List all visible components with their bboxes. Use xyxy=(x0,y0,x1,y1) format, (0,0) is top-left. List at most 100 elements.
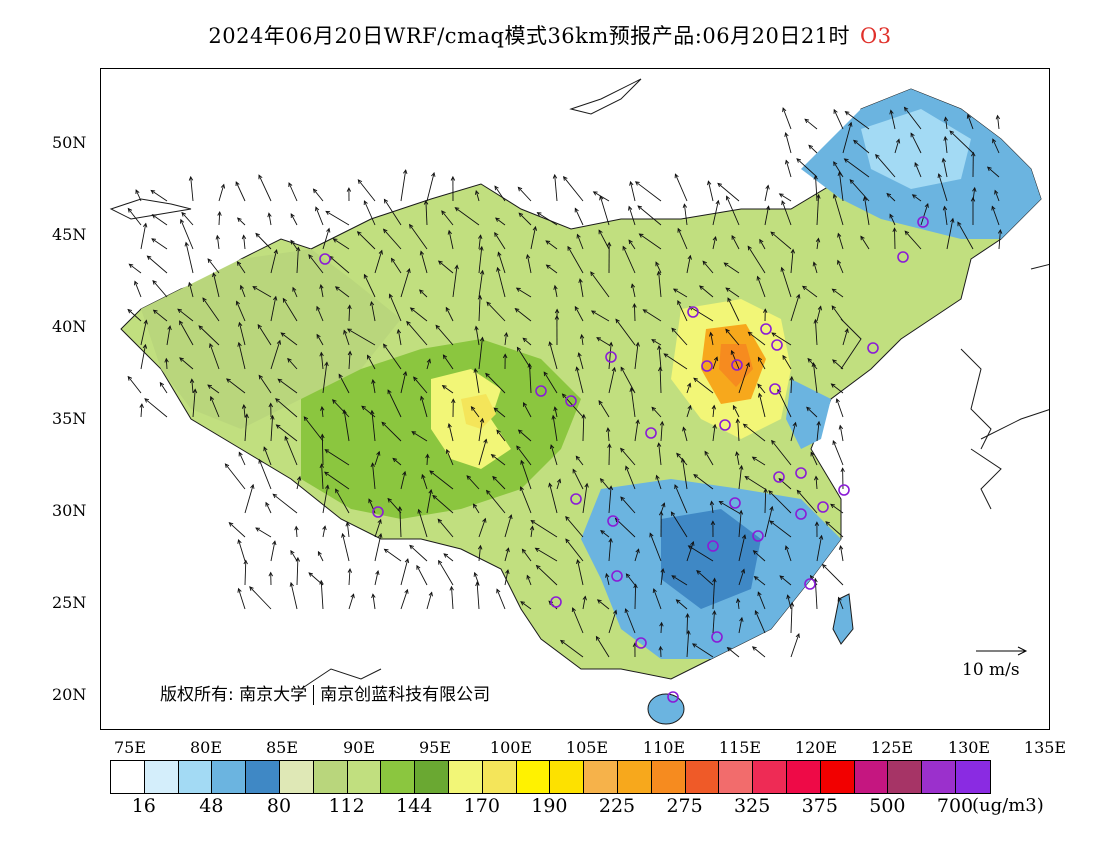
wind-arrow-head xyxy=(747,331,753,337)
wind-arrow-head xyxy=(838,545,844,550)
wind-arrow-head xyxy=(179,357,184,362)
wind-arrow xyxy=(608,444,610,466)
wind-arrow xyxy=(485,373,506,394)
wind-arrow-head xyxy=(315,206,320,212)
lat-label-45n: 45N xyxy=(52,225,87,244)
wind-arrow xyxy=(367,355,376,370)
wind-arrow-head xyxy=(371,593,376,599)
wind-arrow-head xyxy=(624,608,629,614)
wind-arrow-head xyxy=(811,362,816,367)
wind-arrow xyxy=(317,551,324,562)
wind-arrow-head xyxy=(784,159,790,165)
wind-arrow-head xyxy=(250,483,255,489)
wind-arrow xyxy=(263,447,272,466)
wind-arrow-head xyxy=(152,309,158,314)
wind-arrow xyxy=(383,229,402,250)
wind-arrow-head xyxy=(738,509,744,515)
wind-arrow-head xyxy=(599,478,605,483)
wind-arrow-head xyxy=(517,429,523,434)
wind-arrow-head xyxy=(818,534,824,540)
wind-arrow xyxy=(244,484,254,514)
wind-arrow-head xyxy=(784,545,790,551)
wind-arrow-head xyxy=(972,186,977,192)
wind-arrow-head xyxy=(474,325,479,331)
wind-arrow xyxy=(322,485,329,514)
wind-arrow xyxy=(779,193,792,202)
wind-arrow-head xyxy=(561,393,567,399)
pollutant-species: O3 xyxy=(860,24,892,48)
wind-arrow xyxy=(608,486,612,514)
wind-arrow xyxy=(276,424,298,442)
chart-title: 2024年06月20日WRF/cmaq模式36km预报产品:06月20日21时 O… xyxy=(0,20,1100,50)
wind-arrow xyxy=(535,547,558,562)
wind-arrow xyxy=(406,321,428,346)
wind-arrow-head xyxy=(943,116,949,122)
wind-arrow xyxy=(808,144,818,154)
wind-arrow xyxy=(686,541,694,562)
wind-arrow-head xyxy=(338,373,343,379)
wind-arrow xyxy=(630,387,636,418)
wind-arrow xyxy=(258,375,272,394)
wind-arrow xyxy=(370,301,376,322)
wind-arrow-head xyxy=(516,445,521,451)
wind-arrow xyxy=(549,341,558,370)
wind-arrow-head xyxy=(363,273,368,279)
legend-swatch xyxy=(820,761,855,793)
wind-arrow xyxy=(832,359,844,370)
wind-arrow-head xyxy=(595,635,601,641)
wind-arrow-head xyxy=(237,587,242,593)
legend-tick-label: 700 xyxy=(936,795,974,817)
wind-arrow-head xyxy=(784,132,789,137)
wind-arrow-head xyxy=(712,577,717,583)
wind-arrow xyxy=(159,382,168,394)
wind-arrow-head xyxy=(584,482,589,488)
wind-arrow xyxy=(296,247,299,274)
wind-arrow xyxy=(455,207,480,226)
wind-arrow-head xyxy=(402,470,407,476)
wind-arrow-head xyxy=(406,268,411,274)
wind-arrow-head xyxy=(383,198,389,204)
wind-arrow xyxy=(180,219,194,250)
wind-arrow xyxy=(582,596,586,610)
wind-arrow-head xyxy=(620,366,625,372)
wind-arrow xyxy=(526,254,532,274)
wind-arrow-head xyxy=(781,200,786,206)
wind-arrow-head xyxy=(478,234,483,240)
wind-arrow-head xyxy=(687,254,692,260)
wind-arrow xyxy=(712,405,715,418)
wind-arrow xyxy=(634,549,640,562)
wind-arrow-head xyxy=(660,568,665,573)
wind-arrow xyxy=(383,343,402,370)
wind-arrow-head xyxy=(598,229,603,235)
wind-arrow-head xyxy=(325,210,331,216)
wind-arrow xyxy=(677,300,688,322)
legend-swatch xyxy=(313,761,348,793)
station-marker xyxy=(687,306,699,318)
wind-arrow xyxy=(782,355,792,370)
wind-arrow xyxy=(567,246,584,274)
wind-arrow-head xyxy=(143,319,148,325)
wind-arrow xyxy=(494,185,506,202)
wind-arrow-head xyxy=(780,266,785,272)
wind-arrow xyxy=(134,281,142,298)
wind-arrow-head xyxy=(325,484,330,490)
wind-arrow-head xyxy=(592,191,598,196)
legend-tick-label: 80 xyxy=(266,795,292,817)
wind-arrow xyxy=(347,328,376,346)
wind-arrow xyxy=(270,541,276,562)
wind-arrow-head xyxy=(833,108,838,114)
map-panel[interactable] xyxy=(100,68,1050,730)
wind-arrow-head xyxy=(770,231,776,237)
wind-arrow xyxy=(475,190,480,202)
wind-arrow xyxy=(796,158,818,178)
wind-arrow xyxy=(576,234,584,250)
wind-arrow xyxy=(313,188,324,202)
wind-arrow xyxy=(387,389,402,418)
wind-arrow xyxy=(785,545,792,562)
wind-arrow-head xyxy=(672,288,678,293)
wind-arrow xyxy=(425,200,428,226)
wind-arrow-head xyxy=(356,231,362,236)
wind-arrow-head xyxy=(523,402,528,407)
wind-arrow-head xyxy=(235,300,240,306)
wind-arrow-head xyxy=(740,568,746,574)
